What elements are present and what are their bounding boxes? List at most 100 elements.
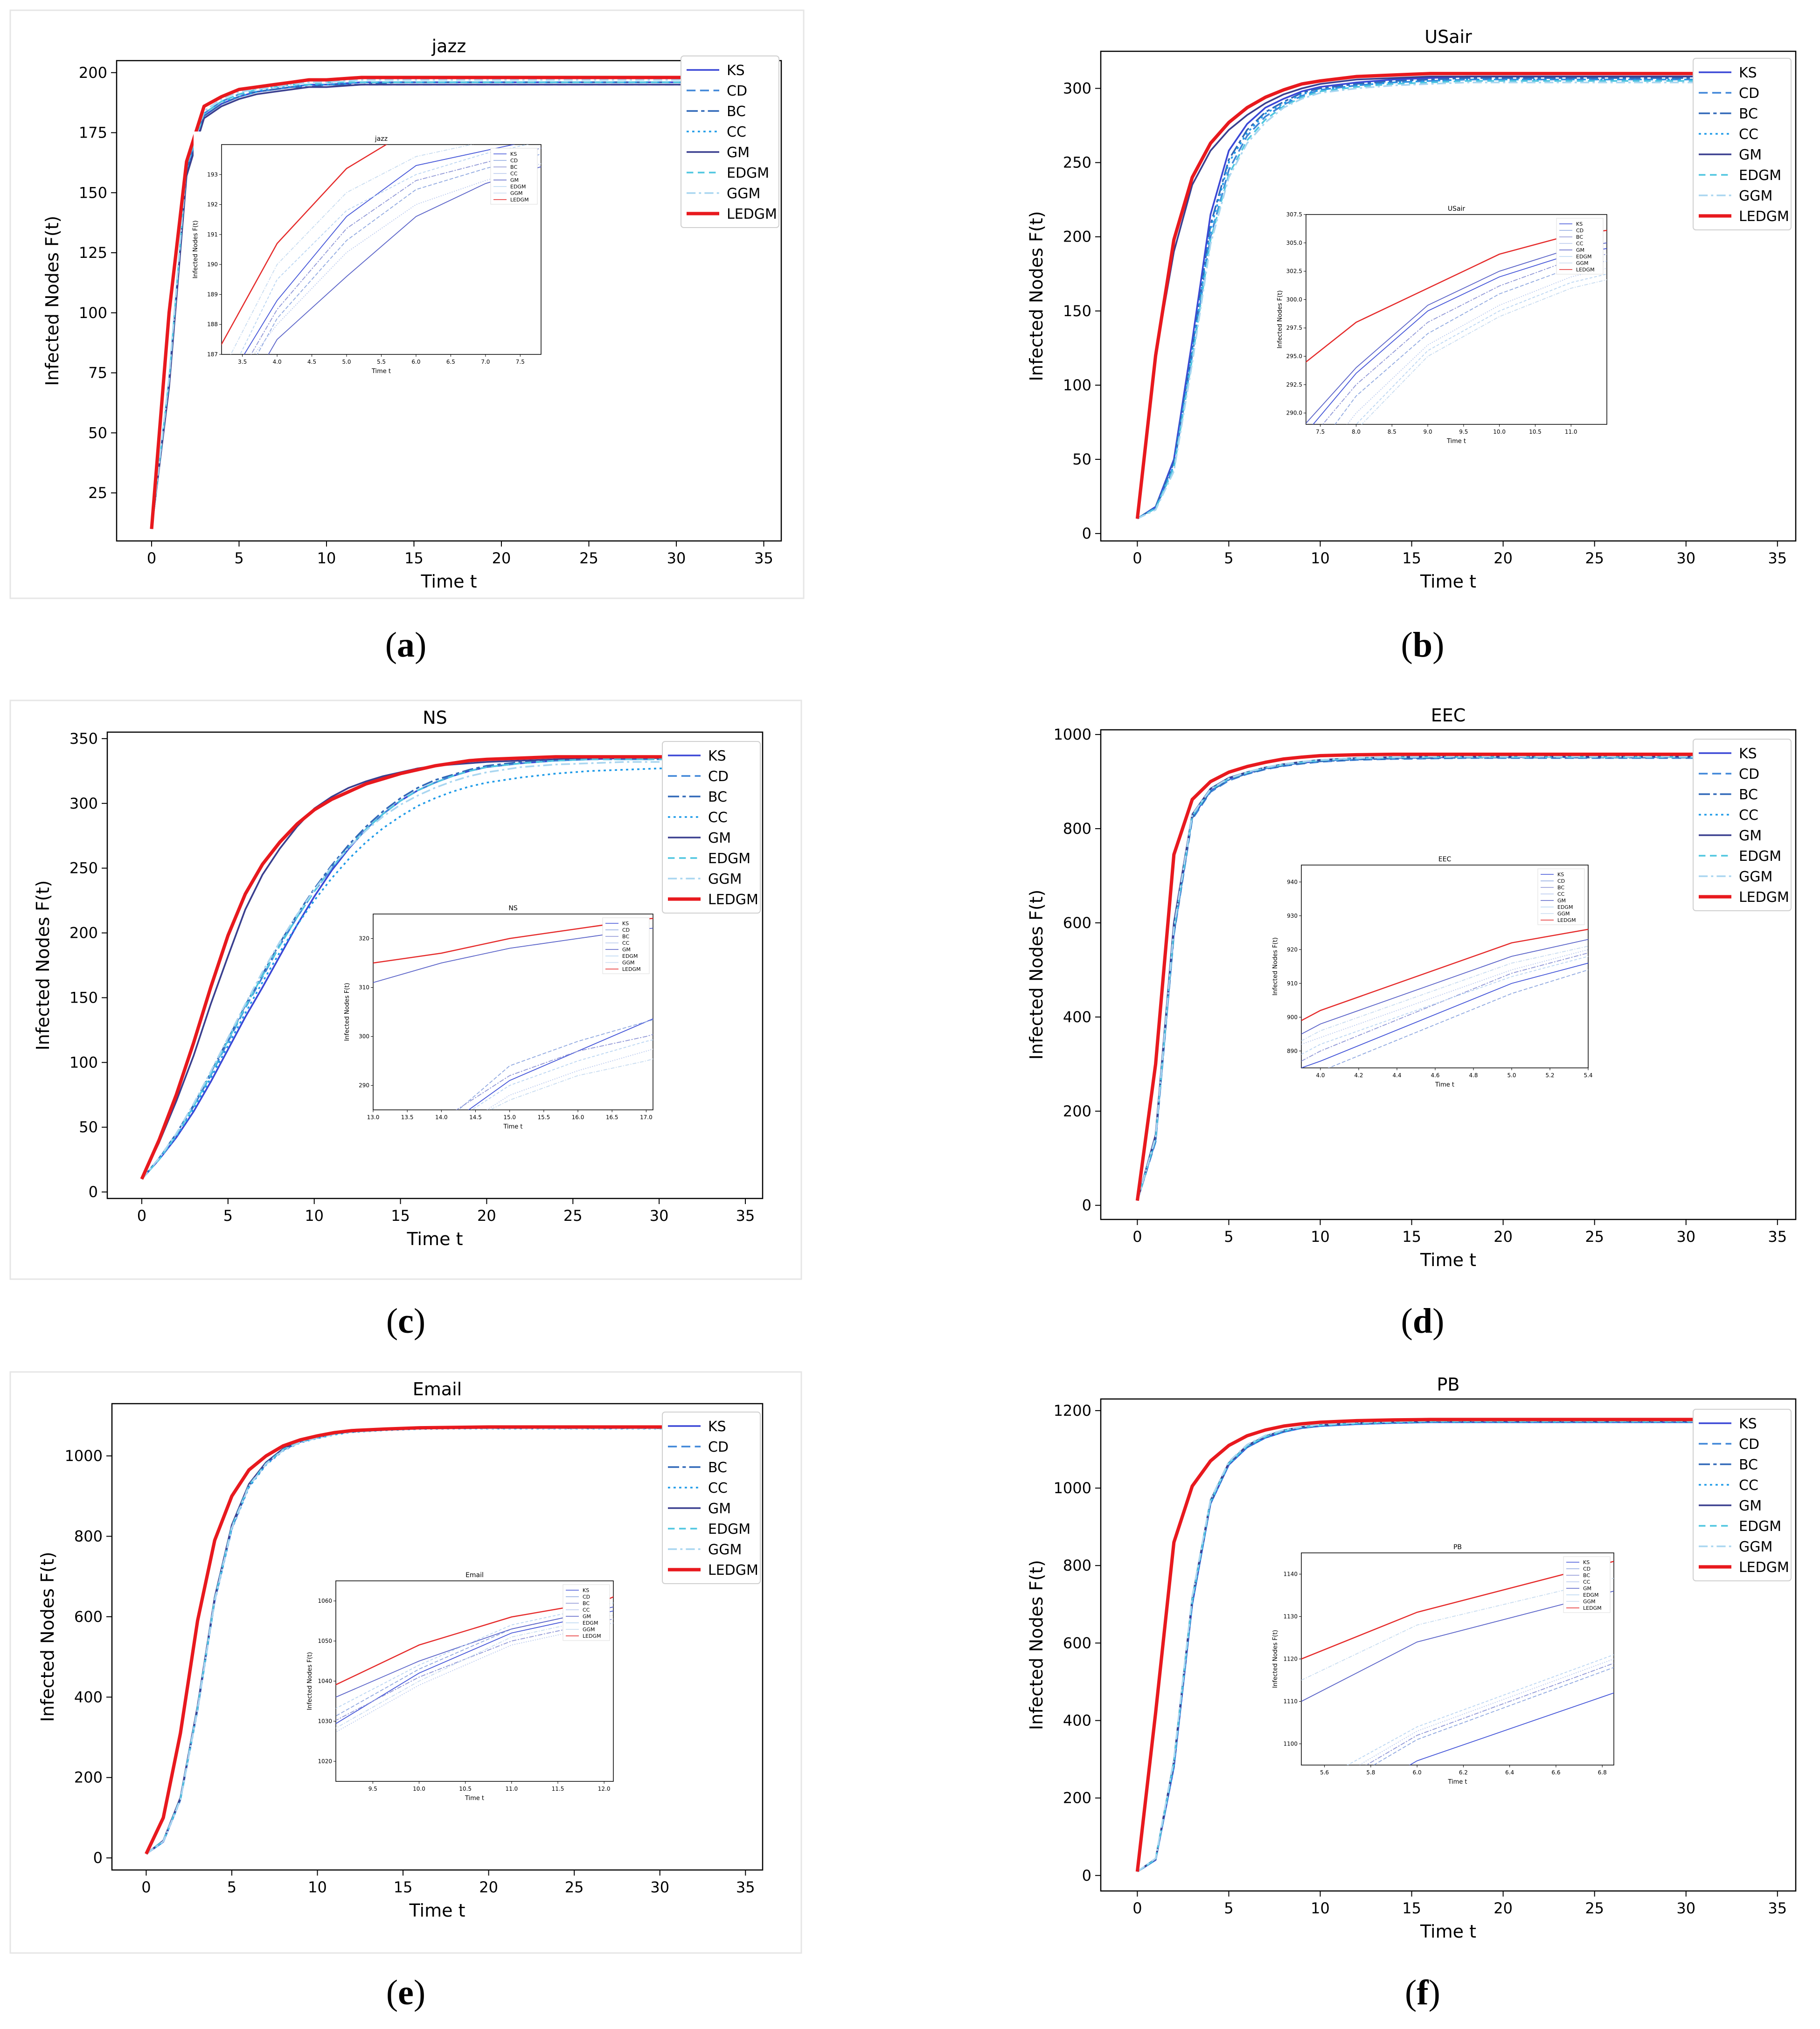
x-tick-label: 30: [650, 1207, 669, 1225]
x-tick-label: 0: [1132, 549, 1142, 567]
inset-y-tick-label: 192: [207, 201, 218, 208]
x-tick-label: 35: [736, 1878, 755, 1896]
inset-x-tick-label: 10.5: [459, 1786, 472, 1792]
series-line-ledgm: [140, 755, 729, 1180]
chart-title: USair: [1424, 27, 1472, 47]
inset-x-tick-label: 13.5: [401, 1114, 414, 1121]
legend-label-edgm: EDGM: [708, 1521, 750, 1537]
inset-chart: PB 5.6 5.8 6.0 6.2 6.4 6.6 6.8 1100 1110 1120 1130 1…: [1272, 1540, 1619, 1789]
inset-x-tick-label: 5.6: [1320, 1769, 1329, 1776]
chart-eec: EEC 0 5 10 15 20 25 30 35 0 200 400 600 800 1000 Time t…: [1026, 705, 1797, 1270]
y-tick-label: 125: [79, 244, 107, 262]
x-tick-label: 5: [1224, 1228, 1233, 1246]
inset-plot-area: [221, 144, 542, 355]
inset-x-tick-label: 5.0: [1507, 1072, 1516, 1079]
legend-box: [681, 55, 779, 228]
inset-y-tick-label: 188: [207, 321, 218, 328]
inset-x-tick-label: 13.0: [367, 1114, 380, 1121]
inset-y-axis-label: Infected Nodes F(t): [1272, 1630, 1279, 1688]
x-tick-label: 25: [1585, 549, 1604, 567]
inset-x-axis-label: Time t: [1435, 1081, 1454, 1088]
inset-x-tick-label: 6.0: [411, 359, 420, 365]
legend-label-ledgm: LEDGM: [1739, 889, 1789, 906]
x-tick-label: 0: [141, 1878, 151, 1896]
inset-series-line-ledgm: [1301, 928, 1588, 1021]
x-tick-label: 15: [394, 1878, 413, 1896]
inset-x-tick-label: 16.0: [572, 1114, 584, 1121]
legend-label-bc: BC: [727, 104, 746, 120]
legend-label-ks: KS: [708, 1419, 726, 1435]
x-tick-label: 15: [404, 549, 424, 567]
inset-series-line-bc: [1301, 952, 1588, 1062]
x-tick-label: 10: [1311, 1228, 1330, 1246]
y-tick-label: 0: [93, 1849, 103, 1867]
inset-title: USair: [1448, 205, 1466, 213]
y-axis-label: Infected Nodes F(t): [1026, 890, 1047, 1060]
inset-x-tick-label: 4.0: [273, 359, 282, 365]
inset-y-axis-label: Infected Nodes F(t): [1272, 937, 1279, 996]
inset-legend-label-cd: CD: [1576, 228, 1584, 234]
inset-x-tick-label: 6.8: [1598, 1769, 1607, 1776]
x-tick-label: 30: [1676, 549, 1695, 567]
chart-ns: NS0 5 10 15 20 25 30 35050100150200250300350Tim…: [9, 699, 802, 1280]
legend-box: [1693, 1409, 1792, 1581]
inset-series-line-gm: [1301, 1591, 1614, 1702]
y-tick-label: 200: [1063, 228, 1091, 246]
inset-legend-label-ks: KS: [1557, 872, 1564, 878]
x-tick-label: 0: [147, 549, 156, 567]
x-tick-label: 5: [234, 549, 243, 567]
inset-legend-label-ggm: GGM: [1557, 911, 1570, 917]
inset-x-tick-label: 4.8: [1469, 1072, 1478, 1079]
inset-y-tick-label: 920: [1287, 946, 1298, 953]
inset-series-line-cc: [486, 1048, 653, 1110]
inset-legend-label-cd: CD: [1557, 878, 1565, 884]
inset-series-group: [373, 918, 653, 1110]
inset-legend-label-cc: CC: [1583, 1579, 1591, 1585]
inset-legend-label-ggm: GGM: [622, 960, 635, 966]
x-tick-label: 20: [492, 549, 511, 567]
inset-legend-box: [1537, 868, 1585, 925]
y-tick-label: 1000: [65, 1447, 103, 1465]
y-tick-label: 350: [69, 730, 98, 748]
inset-series-line-ledgm: [336, 1596, 613, 1686]
inset-legend-box: [1556, 218, 1604, 275]
inset-legend-label-ks: KS: [1583, 1559, 1590, 1565]
inset-y-tick-label: 900: [1287, 1014, 1298, 1020]
legend-label-ks: KS: [727, 62, 745, 79]
legend-label-cd: CD: [1739, 766, 1759, 783]
inset-legend-label-edgm: EDGM: [1557, 904, 1573, 910]
sublabel-f: (f): [1405, 1973, 1440, 2012]
inset-x-tick-label: 14.5: [469, 1114, 482, 1121]
y-tick-label: 300: [1063, 80, 1091, 97]
inset-y-tick-label: 310: [359, 984, 369, 991]
inset-legend-label-bc: BC: [583, 1600, 590, 1607]
legend-label-ledgm: LEDGM: [708, 892, 758, 908]
inset-chart: EEC 4.0 4.2 4.4 4.6 4.8 5.0 5.2 5.4 890 900 910 920 9…: [1272, 852, 1593, 1092]
series-group: [1135, 72, 1759, 519]
legend-label-bc: BC: [1739, 787, 1758, 803]
inset-chart: USair 7.5 8.0 8.5 9.0 9.5 10.0 10.5 11.0 290.0 292…: [1277, 201, 1612, 449]
inset-legend-label-edgm: EDGM: [622, 953, 638, 959]
inset-y-tick-label: 300: [359, 1033, 369, 1040]
series-line-ledgm: [1135, 72, 1759, 519]
inset-legend-label-cc: CC: [1557, 891, 1565, 897]
series-group: [1135, 752, 1759, 1201]
inset-series-line-edgm: [1301, 956, 1588, 1055]
inset-title: Email: [465, 1572, 484, 1579]
inset-y-tick-label: 300.0: [1286, 296, 1302, 303]
series-line-gm: [1136, 76, 1759, 519]
inset-series-line-ks: [1301, 963, 1588, 1068]
inset-series-line-cc: [336, 1622, 613, 1733]
legend-label-bc: BC: [708, 789, 727, 805]
legend-label-gm: GM: [1739, 147, 1762, 163]
x-tick-label: 20: [1494, 549, 1513, 567]
series-line-ledgm: [150, 76, 746, 529]
chart-jazz: jazz 0 5 10 15 20 25 30 35 25 50 75 100 125 150 175 200 T…: [9, 9, 805, 599]
inset-y-tick-label: 1140: [1283, 1571, 1298, 1578]
inset-series-line-gm: [373, 928, 653, 983]
inset-y-tick-label: 307.5: [1286, 211, 1302, 218]
inset-legend-label-ledgm: LEDGM: [622, 966, 641, 972]
y-tick-label: 200: [74, 1769, 103, 1787]
inset-series-line-bc: [456, 1034, 653, 1110]
inset-x-tick-label: 11.0: [1565, 429, 1577, 435]
